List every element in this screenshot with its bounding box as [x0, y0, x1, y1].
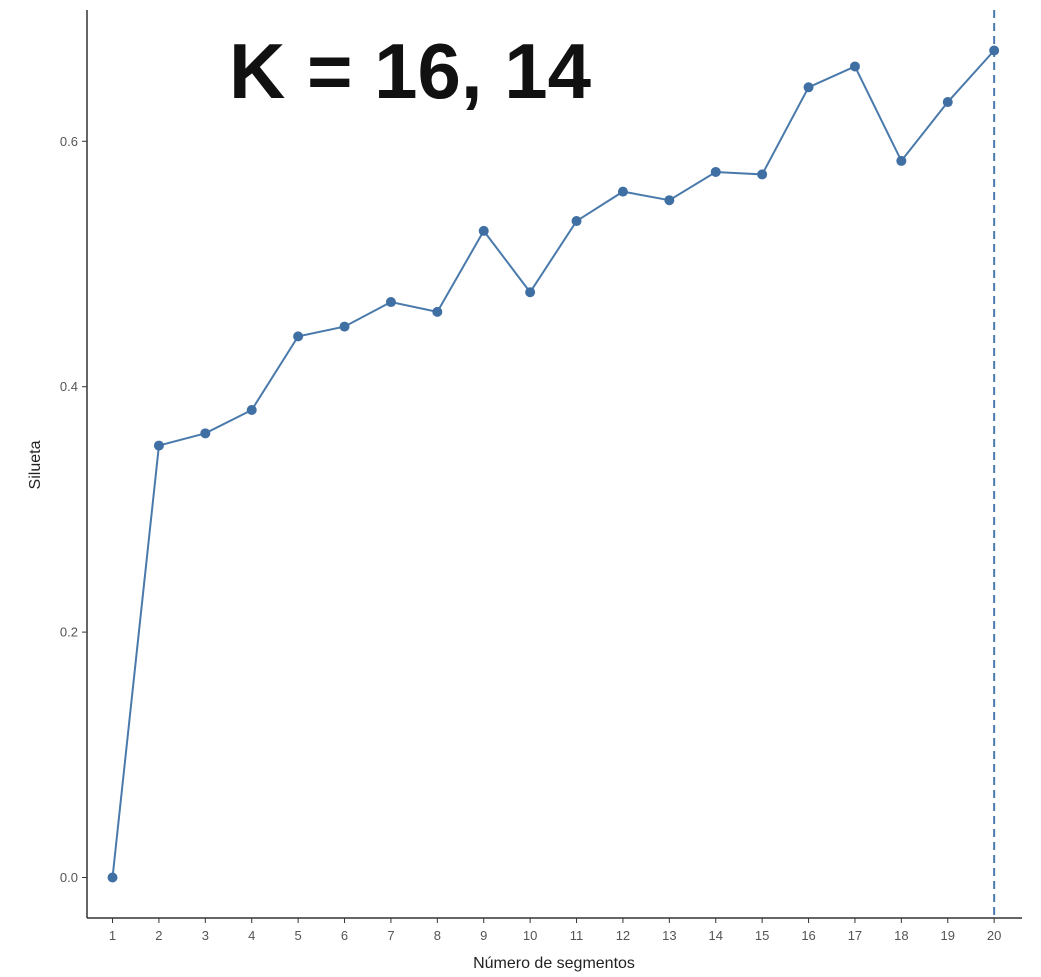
x-axis-title: Número de segmentos: [473, 955, 635, 972]
series-layer: [107, 45, 1000, 883]
y-tick-label: 0.6: [60, 134, 78, 149]
data-point: [757, 169, 768, 180]
x-tick-label: 18: [894, 928, 908, 943]
chart-title: K = 16, 14: [229, 27, 591, 115]
y-tick-label: 0.0: [60, 870, 78, 885]
data-point: [849, 61, 860, 72]
data-point: [107, 872, 118, 883]
y-axis-title: Silueta: [27, 440, 44, 489]
data-point: [339, 321, 350, 332]
series-line: [111, 49, 995, 878]
x-tick-label: 9: [480, 928, 487, 943]
x-tick-label: 11: [570, 928, 584, 943]
x-tick-label: 5: [295, 928, 302, 943]
x-tick-label: 10: [523, 928, 537, 943]
data-point: [385, 297, 396, 308]
data-point: [803, 82, 814, 93]
data-point: [153, 440, 164, 451]
x-tick-label: 16: [801, 928, 815, 943]
data-point: [664, 195, 675, 206]
x-tick-label: 12: [616, 928, 630, 943]
data-point: [432, 306, 443, 317]
data-point: [942, 97, 953, 108]
x-tick-label: 3: [202, 928, 209, 943]
x-tick-label: 14: [709, 928, 723, 943]
data-point: [478, 225, 489, 236]
x-tick-label: 1: [109, 928, 116, 943]
data-point: [710, 166, 721, 177]
x-tick-label: 20: [987, 928, 1001, 943]
x-tick-label: 7: [387, 928, 394, 943]
y-tick-label: 0.4: [60, 379, 78, 394]
data-point: [989, 45, 1000, 56]
x-tick-label: 2: [155, 928, 162, 943]
x-tick-label: 6: [341, 928, 348, 943]
data-point: [246, 405, 257, 416]
x-tick-label: 4: [248, 928, 255, 943]
x-tick-label: 15: [755, 928, 769, 943]
data-point: [293, 331, 304, 342]
x-tick-label: 17: [848, 928, 862, 943]
y-tick-label: 0.2: [60, 625, 78, 640]
data-point: [617, 186, 628, 197]
axes: [86, 10, 1022, 919]
x-tick-label: 19: [941, 928, 955, 943]
x-tick-label: 13: [662, 928, 676, 943]
ticks-layer: 0.00.20.40.61 2 3 4 5 6 7 8 9 10 11 12 13 14 15 16 17 18 1…: [60, 134, 1001, 943]
data-point: [571, 216, 582, 227]
data-point: [200, 428, 211, 439]
data-point: [525, 287, 536, 298]
data-point: [896, 155, 907, 166]
x-tick-label: 8: [434, 928, 441, 943]
